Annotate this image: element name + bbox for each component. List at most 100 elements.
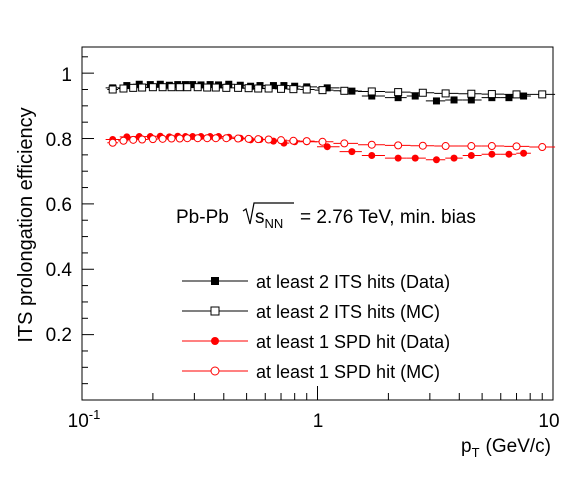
- data-point: [264, 84, 273, 93]
- data-point: [318, 137, 327, 146]
- data-point: [323, 84, 331, 92]
- data-point: [277, 136, 286, 145]
- data-point: [520, 92, 528, 100]
- annotation-sqrt-s: s: [255, 207, 265, 228]
- data-point: [368, 152, 376, 160]
- data-point: [450, 154, 458, 162]
- data-point: [367, 87, 376, 96]
- data-point: [432, 97, 440, 105]
- x-axis-label: pT (GeV/c): [461, 436, 551, 460]
- legend: at least 2 ITS hits (Data) at least 2 IT…: [182, 272, 450, 382]
- data-point: [108, 85, 117, 94]
- data-point: [175, 83, 184, 92]
- data-point: [418, 141, 427, 150]
- data-point: [167, 134, 176, 143]
- legend-marker-filled-square: [211, 277, 219, 285]
- data-point: [254, 84, 263, 93]
- data-point: [183, 83, 192, 92]
- data-point: [289, 136, 298, 145]
- data-point: [467, 89, 476, 98]
- x-tick-label: 10: [538, 411, 559, 432]
- data-point: [222, 83, 231, 92]
- sqrt-radical: [242, 202, 294, 225]
- data-point: [394, 154, 402, 162]
- data-point: [488, 150, 496, 158]
- data-point: [487, 142, 496, 151]
- data-point: [289, 85, 298, 94]
- data-point: [538, 90, 547, 99]
- data-point: [189, 81, 197, 89]
- data-point: [119, 84, 128, 93]
- data-point: [203, 134, 212, 143]
- y-tick-label: 0.8: [46, 130, 72, 151]
- data-point: [269, 82, 277, 90]
- data-point: [254, 135, 263, 144]
- series-3: [107, 134, 556, 152]
- data-point: [467, 152, 475, 160]
- series-1: [107, 83, 556, 99]
- data-point: [505, 150, 513, 158]
- data-point: [450, 96, 458, 104]
- data-point: [302, 85, 311, 94]
- data-point: [244, 84, 253, 93]
- data-point: [411, 154, 419, 162]
- data-point: [512, 142, 521, 151]
- data-point: [211, 134, 220, 143]
- data-point: [138, 83, 147, 92]
- data-point: [108, 138, 117, 147]
- data-point: [277, 84, 286, 93]
- data-point: [487, 90, 496, 99]
- data-point: [367, 140, 376, 149]
- data-point: [318, 86, 327, 95]
- data-point: [167, 83, 176, 92]
- data-point: [211, 83, 220, 92]
- data-point: [394, 141, 403, 150]
- data-point: [244, 134, 253, 143]
- data-point: [394, 88, 403, 97]
- y-axis-label: ITS prolongation efficiency: [15, 107, 37, 342]
- data-point: [340, 86, 349, 95]
- data-point: [158, 134, 167, 143]
- data-point: [222, 134, 231, 143]
- data-point: [441, 142, 450, 151]
- legend-marker-open-circle: [210, 366, 220, 376]
- data-point: [183, 134, 192, 143]
- x-tick-label-exponent: -1: [89, 407, 101, 422]
- data-point: [505, 94, 513, 102]
- data-point: [138, 135, 147, 144]
- data-point: [512, 90, 521, 99]
- y-tick-label: 0.4: [46, 260, 73, 281]
- data-point: [418, 88, 427, 97]
- data-point: [302, 137, 311, 146]
- x-tick-label-base: 10: [68, 411, 89, 432]
- data-point: [148, 135, 157, 144]
- y-tick-label: 1: [61, 65, 72, 86]
- data-point: [520, 149, 528, 157]
- legend-label: at least 1 SPD hit (MC): [256, 362, 440, 382]
- axis-ticks: [81, 56, 554, 400]
- data-point: [538, 143, 547, 152]
- data-point: [432, 156, 440, 164]
- data-point: [368, 92, 376, 100]
- legend-marker-filled-circle: [211, 337, 219, 345]
- x-axis-label-sub: T: [472, 445, 480, 460]
- annotation-collision-label: Pb-Pb: [176, 207, 229, 228]
- data-point: [340, 139, 349, 148]
- data-point: [119, 136, 128, 145]
- x-axis-label-main: p: [461, 436, 472, 457]
- data-point: [193, 83, 202, 92]
- data-point: [264, 135, 273, 144]
- data-point: [129, 135, 138, 144]
- data-point: [411, 92, 419, 100]
- data-point: [467, 142, 476, 151]
- data-point: [323, 143, 331, 151]
- x-axis-label-unit: (GeV/c): [486, 436, 551, 457]
- legend-marker-open-square: [210, 306, 220, 316]
- legend-label: at least 2 ITS hits (Data): [256, 272, 450, 292]
- y-tick-label: 0.6: [46, 195, 72, 216]
- data-point: [129, 83, 138, 92]
- legend-label: at least 1 SPD hit (Data): [256, 332, 450, 352]
- data-point: [441, 89, 450, 98]
- data-point: [158, 83, 167, 92]
